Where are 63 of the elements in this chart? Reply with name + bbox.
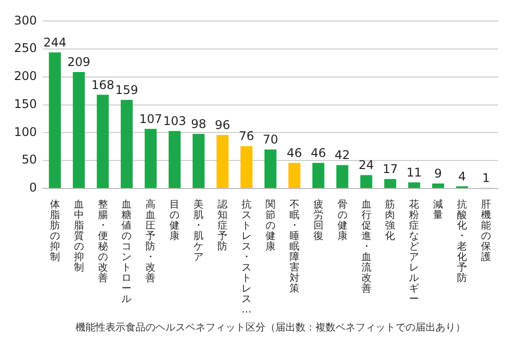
x-tick-label: 筋肉強化 bbox=[385, 198, 396, 242]
data-label: 24 bbox=[358, 158, 374, 172]
x-tick-label: 肝機能の保護 bbox=[481, 199, 492, 263]
data-label: 46 bbox=[310, 146, 326, 160]
y-tick-label: 100 bbox=[14, 124, 37, 139]
x-tick-label: 血中脂質の抑制 bbox=[74, 198, 84, 274]
y-tick-label: 150 bbox=[14, 96, 37, 111]
x-tick-label: 認知症予防 bbox=[218, 198, 228, 252]
data-label: 103 bbox=[163, 114, 186, 128]
bar bbox=[360, 175, 372, 188]
x-tick-label: 骨の健康 bbox=[337, 199, 348, 242]
y-tick-label: 0 bbox=[29, 180, 37, 195]
data-label: 98 bbox=[190, 116, 206, 131]
category-label: 血行促進・血流改善 bbox=[361, 199, 372, 294]
bar bbox=[336, 165, 348, 188]
bar bbox=[384, 179, 396, 188]
x-tick-label: 整腸・便秘の改善 bbox=[98, 198, 108, 284]
category-label: 花粉症などアレルギー bbox=[409, 199, 420, 305]
data-label: 46 bbox=[286, 146, 302, 160]
data-label: 159 bbox=[115, 82, 138, 97]
x-tick-label: 体脂肪の抑制 bbox=[50, 198, 60, 263]
data-label: 11 bbox=[406, 165, 422, 180]
x-tick-label: 高血圧予防・改善 bbox=[146, 198, 156, 284]
x-tick-label: 目の健康 bbox=[170, 199, 180, 242]
bar bbox=[432, 183, 444, 188]
data-label: 107 bbox=[139, 112, 162, 126]
data-label: 76 bbox=[238, 129, 254, 144]
bar bbox=[120, 100, 133, 188]
bar bbox=[192, 134, 205, 188]
data-label: 96 bbox=[214, 118, 230, 132]
bar bbox=[288, 162, 300, 188]
data-label: 9 bbox=[434, 166, 442, 181]
bar bbox=[144, 128, 157, 188]
data-label: 42 bbox=[334, 148, 350, 162]
y-tick-label: 250 bbox=[14, 41, 37, 56]
bar bbox=[96, 94, 109, 188]
bar bbox=[216, 134, 229, 188]
bar bbox=[408, 182, 420, 188]
category-label: 抗ストレス・ストレス… bbox=[242, 199, 252, 316]
data-label: 1 bbox=[482, 171, 490, 186]
x-tick-label: 関節の健康 bbox=[265, 199, 276, 252]
bar bbox=[72, 72, 85, 188]
data-label: 70 bbox=[262, 132, 278, 147]
bar bbox=[264, 149, 276, 188]
bar bbox=[48, 52, 61, 188]
category-label: 不眠・睡眠障害対策 bbox=[289, 199, 300, 294]
data-label: 209 bbox=[67, 55, 90, 70]
x-tick-label: 減量 bbox=[433, 198, 444, 221]
bar bbox=[240, 146, 252, 188]
data-label: 17 bbox=[382, 162, 398, 176]
data-label: 4 bbox=[458, 169, 466, 184]
data-label: 244 bbox=[43, 36, 66, 50]
bar bbox=[312, 162, 324, 188]
category-label: 血糖値のコントロール bbox=[122, 199, 132, 305]
y-tick-label: 50 bbox=[22, 152, 37, 167]
bar bbox=[168, 131, 181, 188]
x-tick-label: 抗酸化・老化予防 bbox=[457, 198, 468, 284]
data-label: 168 bbox=[91, 78, 114, 92]
x-axis-title: 機能性表示食品のヘルスベネフィット区分（届出数：複数ベネフィットでの届出あり） bbox=[75, 322, 466, 334]
y-tick-label: 200 bbox=[14, 69, 37, 84]
x-tick-label: 疲労回復 bbox=[313, 198, 324, 242]
y-tick-label: 300 bbox=[14, 13, 37, 28]
x-tick-label: 美肌・肌ケア bbox=[194, 198, 204, 263]
